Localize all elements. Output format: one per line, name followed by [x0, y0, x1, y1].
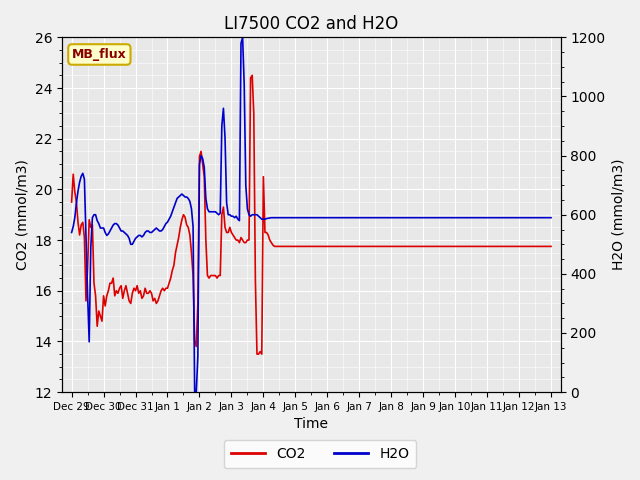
CO2 — [272, 243, 280, 249]
CO2 — [253, 351, 261, 357]
H2O — [191, 389, 198, 395]
H2O — [239, 35, 246, 40]
H2O — [272, 215, 280, 221]
Y-axis label: CO2 (mmol/m3): CO2 (mmol/m3) — [15, 159, 29, 270]
Line: H2O: H2O — [72, 37, 551, 392]
H2O — [135, 232, 143, 238]
Line: CO2: CO2 — [72, 75, 551, 354]
Text: MB_flux: MB_flux — [72, 48, 127, 61]
H2O — [68, 229, 76, 235]
Title: LI7500 CO2 and H2O: LI7500 CO2 and H2O — [224, 15, 399, 33]
H2O — [161, 224, 168, 229]
CO2 — [547, 243, 555, 249]
CO2 — [81, 235, 88, 240]
Y-axis label: H2O (mmol/m3): H2O (mmol/m3) — [611, 159, 625, 270]
Legend: CO2, H2O: CO2, H2O — [223, 440, 417, 468]
CO2 — [212, 273, 220, 278]
H2O — [81, 176, 88, 182]
X-axis label: Time: Time — [294, 418, 328, 432]
CO2 — [161, 288, 168, 294]
CO2 — [135, 290, 143, 296]
CO2 — [76, 232, 83, 238]
H2O — [547, 215, 555, 221]
CO2 — [68, 199, 76, 205]
H2O — [213, 210, 221, 216]
H2O — [76, 180, 83, 185]
CO2 — [248, 72, 256, 78]
